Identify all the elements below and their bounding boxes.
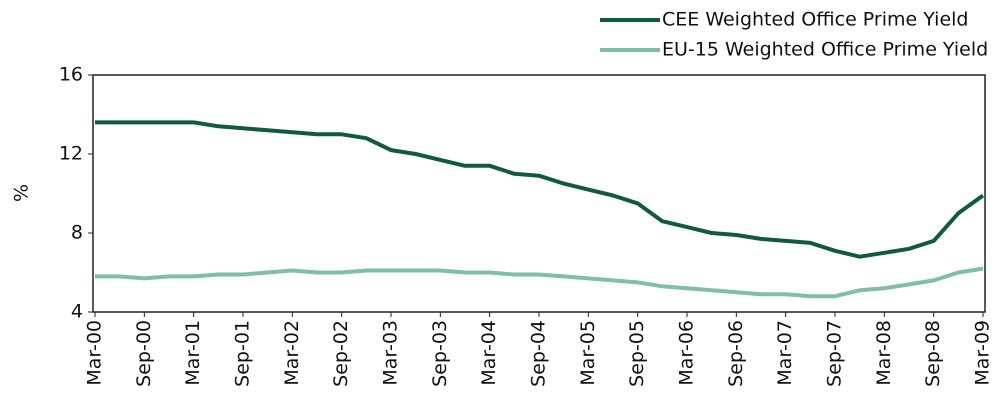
series-line (95, 120, 985, 259)
y-tick-label: 16 (59, 64, 83, 86)
x-tick-label: Mar-02 (281, 320, 303, 386)
x-tick-label: Mar-03 (380, 320, 402, 386)
x-tick-label: Sep-04 (528, 320, 550, 387)
y-tick-label: 4 (71, 301, 83, 323)
x-tick-label: Sep-00 (133, 320, 155, 387)
x-tick-label: Sep-02 (330, 320, 352, 387)
x-tick-label: Mar-00 (84, 320, 106, 386)
x-tick-label: Mar-05 (577, 320, 599, 386)
x-tick-label: Sep-06 (725, 320, 747, 387)
x-tick-label: Mar-08 (873, 320, 895, 386)
x-tick-label: Sep-08 (922, 320, 944, 387)
series-line (95, 266, 984, 299)
legend-label: EU-15 Weighted Office Prime Yield (662, 39, 988, 61)
x-tick-label: Mar-09 (972, 320, 994, 386)
x-tick-label: Sep-01 (232, 320, 254, 387)
x-tick-label: Sep-05 (626, 320, 648, 387)
legend-label: CEE Weighted Office Prime Yield (662, 9, 969, 31)
x-tick-label: Sep-07 (824, 320, 846, 387)
x-tick-label: Mar-01 (182, 320, 204, 386)
y-tick-label: 8 (71, 222, 83, 244)
x-tick-label: Mar-07 (774, 320, 796, 386)
y-tick-label: 12 (59, 143, 83, 165)
x-tick-label: Mar-04 (478, 320, 500, 386)
y-axis-label: % (11, 184, 33, 202)
x-tick-label: Mar-06 (676, 320, 698, 386)
x-tick-label: Sep-03 (429, 320, 451, 387)
